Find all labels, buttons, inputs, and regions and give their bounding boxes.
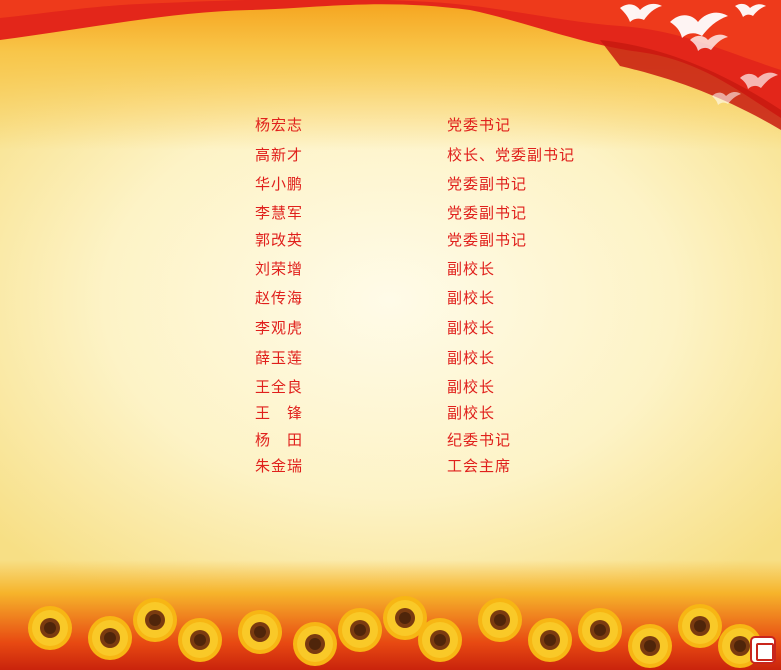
person-title: 副校长 bbox=[447, 404, 496, 422]
person-title: 副校长 bbox=[447, 260, 496, 278]
roster-row: 赵传海 副校长 bbox=[0, 287, 781, 309]
person-title: 副校长 bbox=[447, 349, 496, 367]
person-title: 纪委书记 bbox=[447, 431, 512, 449]
person-name: 薛玉莲 bbox=[255, 349, 304, 367]
roster-row: 王 锋 副校长 bbox=[0, 402, 781, 424]
person-title: 副校长 bbox=[447, 289, 496, 307]
person-title: 党委副书记 bbox=[447, 231, 528, 249]
roster-row: 李慧军 党委副书记 bbox=[0, 202, 781, 224]
roster-row: 刘荣增 副校长 bbox=[0, 258, 781, 280]
roster-row: 王全良 副校长 bbox=[0, 376, 781, 398]
roster-row: 朱金瑞 工会主席 bbox=[0, 455, 781, 477]
roster-row: 杨宏志 党委书记 bbox=[0, 114, 781, 136]
person-name: 郭改英 bbox=[255, 231, 304, 249]
person-name: 赵传海 bbox=[255, 289, 304, 307]
person-name: 朱金瑞 bbox=[255, 457, 304, 475]
person-name: 高新才 bbox=[255, 146, 304, 164]
person-name: 杨宏志 bbox=[255, 116, 304, 134]
roster-row: 李观虎 副校长 bbox=[0, 317, 781, 339]
person-title: 工会主席 bbox=[447, 457, 512, 475]
seal-icon bbox=[750, 636, 776, 664]
person-name: 华小鹏 bbox=[255, 175, 304, 193]
roster-row: 华小鹏 党委副书记 bbox=[0, 173, 781, 195]
roster-row: 高新才 校长、党委副书记 bbox=[0, 144, 781, 166]
person-name: 王全良 bbox=[255, 378, 304, 396]
person-name: 李观虎 bbox=[255, 319, 304, 337]
roster-row: 杨 田 纪委书记 bbox=[0, 429, 781, 451]
person-name: 杨 田 bbox=[255, 431, 304, 449]
person-name: 李慧军 bbox=[255, 204, 304, 222]
person-title: 党委副书记 bbox=[447, 204, 528, 222]
person-name: 刘荣增 bbox=[255, 260, 304, 278]
person-title: 校长、党委副书记 bbox=[447, 146, 576, 164]
red-flag-banner bbox=[0, 0, 781, 130]
doves-icon bbox=[620, 3, 778, 105]
person-title: 副校长 bbox=[447, 378, 496, 396]
roster-row: 薛玉莲 副校长 bbox=[0, 347, 781, 369]
person-title: 党委书记 bbox=[447, 116, 512, 134]
person-name: 王 锋 bbox=[255, 404, 304, 422]
person-title: 党委副书记 bbox=[447, 175, 528, 193]
roster-row: 郭改英 党委副书记 bbox=[0, 229, 781, 251]
person-title: 副校长 bbox=[447, 319, 496, 337]
